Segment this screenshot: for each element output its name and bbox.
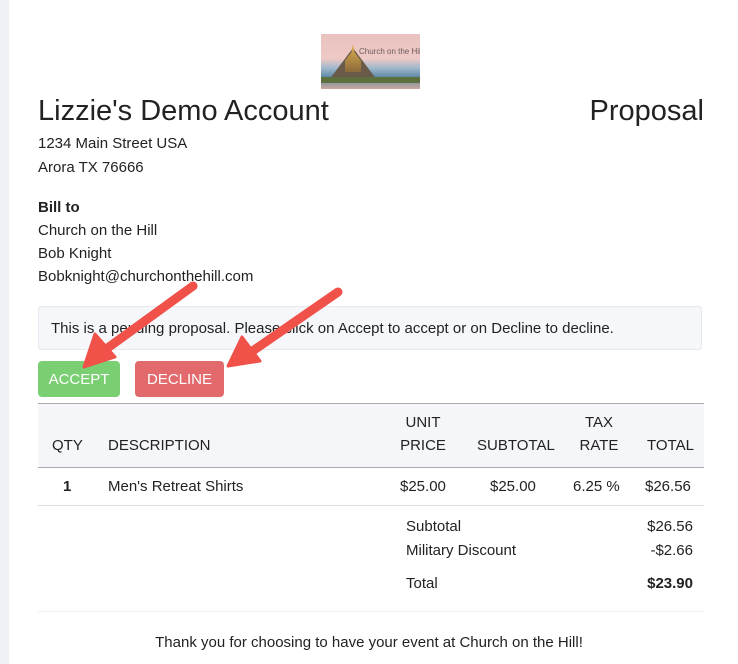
row-divider xyxy=(38,505,704,506)
header-qty: QTY xyxy=(52,437,83,454)
row-unit-price: $25.00 xyxy=(400,478,446,495)
summary-subtotal-label: Subtotal xyxy=(406,518,462,535)
header-tax-rate-1: TAX xyxy=(584,414,614,431)
footer-message: Thank you for choosing to have your even… xyxy=(155,634,583,651)
header-subtotal: SUBTOTAL xyxy=(477,437,555,454)
header-tax-rate-2: RATE xyxy=(579,437,619,454)
document-type: Proposal xyxy=(589,95,704,127)
header-unit-price-2: PRICE xyxy=(400,437,446,454)
row-subtotal: $25.00 xyxy=(490,478,536,495)
logo-text: Church on the Hill xyxy=(359,47,420,56)
bill-to-contact: Bob Knight xyxy=(38,245,112,262)
company-name: Lizzie's Demo Account xyxy=(38,95,329,127)
bill-to-email: Bobknight@churchonthehill.com xyxy=(38,268,254,285)
header-total: TOTAL xyxy=(647,437,694,454)
bill-to-label: Bill to xyxy=(38,199,80,216)
bill-to-name: Church on the Hill xyxy=(38,222,158,239)
summary-discount-label: Military Discount xyxy=(406,542,517,559)
address-line-1: 1234 Main Street USA xyxy=(38,135,188,152)
row-tax-rate: 6.25 % xyxy=(573,478,620,495)
row-qty: 1 xyxy=(63,478,72,495)
summary-divider xyxy=(38,611,704,612)
header-unit-price-1: UNIT xyxy=(405,414,441,431)
decline-button[interactable]: DECLINE xyxy=(135,361,224,397)
pending-notice-text: This is a pending proposal. Please click… xyxy=(51,320,614,337)
accept-button[interactable]: ACCEPT xyxy=(38,361,120,397)
company-logo: Church on the Hill xyxy=(321,34,420,89)
table-header: QTY DESCRIPTION UNIT PRICE SUBTOTAL TAX … xyxy=(38,403,704,468)
row-description: Men's Retreat Shirts xyxy=(108,478,244,495)
header-description: DESCRIPTION xyxy=(108,437,211,454)
row-total: $26.56 xyxy=(645,478,691,495)
summary-total-value: $23.90 xyxy=(647,575,693,592)
summary-total-label: Total xyxy=(406,575,438,592)
address-line-2: Arora TX 76666 xyxy=(38,159,144,176)
page-edge xyxy=(0,0,9,664)
summary-discount-value: -$2.66 xyxy=(650,542,693,559)
summary-subtotal-value: $26.56 xyxy=(647,518,693,535)
pending-notice: This is a pending proposal. Please click… xyxy=(38,306,702,350)
